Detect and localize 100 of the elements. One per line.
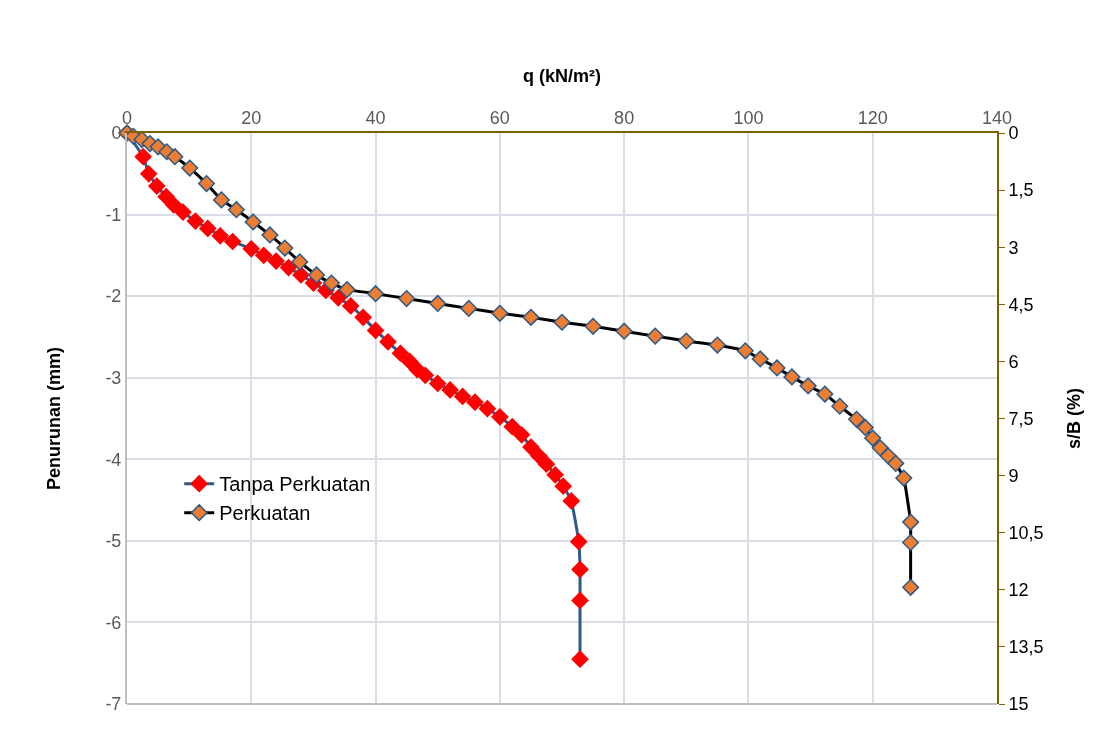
point	[491, 408, 509, 426]
point	[783, 368, 801, 386]
point	[224, 232, 242, 251]
point	[342, 297, 360, 315]
point	[261, 226, 279, 244]
point	[398, 290, 416, 308]
point	[181, 159, 199, 177]
point	[902, 533, 920, 552]
point	[895, 469, 913, 487]
point	[140, 165, 158, 183]
y2-tick-label: 3	[1008, 237, 1019, 258]
point	[199, 219, 217, 237]
x-tick-label: 100	[733, 107, 764, 128]
point	[831, 397, 849, 415]
point	[615, 322, 633, 340]
point	[329, 289, 347, 307]
point	[522, 438, 540, 456]
point	[322, 274, 340, 292]
point	[646, 327, 664, 345]
point	[503, 418, 521, 436]
point	[429, 374, 447, 392]
point	[416, 366, 434, 384]
point	[571, 560, 589, 578]
point	[454, 387, 472, 406]
point	[554, 477, 572, 495]
y2-tick-label: 7,5	[1008, 408, 1034, 429]
point	[367, 285, 385, 303]
point	[367, 321, 385, 339]
point	[166, 148, 184, 166]
point	[460, 299, 478, 317]
point	[134, 148, 152, 166]
point	[429, 294, 447, 313]
y-tick-label: -6	[105, 612, 122, 633]
y2-tick-label: 1,5	[1008, 180, 1034, 201]
point	[244, 213, 262, 231]
point	[338, 281, 356, 299]
y2-tick-label: 10,5	[1008, 523, 1044, 543]
point	[391, 344, 409, 362]
point	[255, 246, 273, 264]
point	[513, 426, 531, 444]
point	[186, 212, 204, 230]
point	[267, 252, 285, 270]
y-axis-title: Penurunan (mm)	[44, 346, 65, 491]
x-tick-label: 40	[365, 107, 386, 128]
point	[212, 191, 231, 209]
x-tick-label: 80	[614, 107, 635, 128]
y-tick-label: -3	[105, 368, 122, 389]
point	[291, 253, 309, 271]
legend-label: Tanpa Perkuatan	[219, 473, 371, 496]
point	[165, 196, 183, 214]
point	[174, 203, 192, 221]
point	[478, 400, 496, 418]
x-tick-label: 60	[489, 107, 510, 128]
point	[276, 239, 294, 257]
legend-label: Perkuatan	[219, 502, 311, 525]
y-tick-label: -7	[105, 694, 122, 715]
y2-tick-label: 6	[1008, 351, 1019, 372]
point	[562, 492, 580, 510]
x-tick-label: 120	[857, 107, 888, 128]
point	[736, 342, 754, 360]
point	[466, 393, 484, 411]
point	[148, 177, 166, 195]
y-tick-label: 0	[111, 123, 122, 144]
point	[751, 350, 769, 368]
point	[280, 259, 298, 277]
y-tick-label: -2	[105, 286, 122, 307]
point	[491, 304, 509, 322]
point	[799, 377, 817, 395]
point	[887, 454, 905, 472]
point	[211, 227, 229, 245]
point	[584, 317, 602, 335]
point	[537, 455, 556, 473]
y2-tick-label: 9	[1008, 465, 1019, 486]
point	[553, 313, 571, 331]
y2-tick-label: 15	[1008, 694, 1029, 715]
point	[354, 308, 372, 326]
point	[871, 439, 889, 457]
point	[197, 175, 216, 193]
y2-tick-label: 4,5	[1008, 294, 1034, 315]
point	[902, 578, 920, 596]
y2-axis-title: s/B (%)	[1064, 387, 1085, 450]
point	[571, 650, 589, 668]
point	[157, 188, 175, 206]
y-tick-label: -5	[105, 531, 122, 552]
point	[848, 410, 866, 428]
y-tick-label: -1	[105, 204, 122, 225]
point	[379, 333, 397, 351]
point	[441, 381, 459, 399]
y-tick-label: -4	[105, 449, 122, 470]
point	[571, 591, 589, 609]
point	[768, 359, 786, 377]
point	[677, 332, 695, 350]
point	[570, 533, 588, 551]
y2-tick-label: 13,5	[1008, 637, 1044, 658]
point	[546, 466, 564, 484]
point	[856, 418, 874, 437]
y2-tick-label: 12	[1008, 580, 1029, 601]
point	[522, 308, 540, 326]
point	[902, 513, 920, 531]
point	[708, 336, 726, 354]
